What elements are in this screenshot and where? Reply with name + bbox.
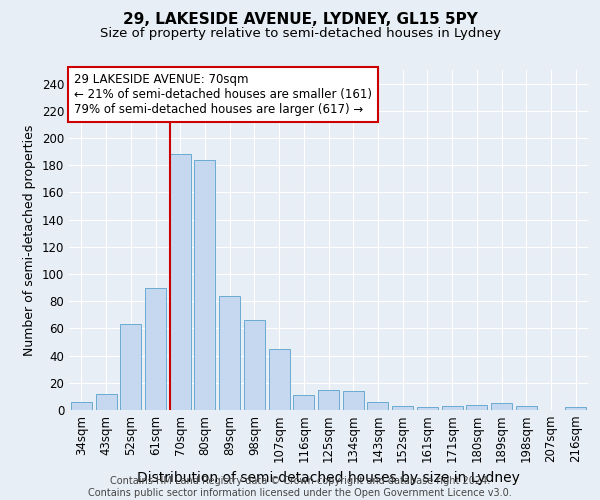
Bar [120, 324, 141, 410]
Y-axis label: Number of semi-detached properties: Number of semi-detached properties [23, 124, 36, 356]
X-axis label: Distribution of semi-detached houses by size in Lydney: Distribution of semi-detached houses by … [137, 471, 520, 485]
Bar [145, 288, 166, 410]
Bar [170, 154, 191, 410]
Bar [244, 320, 265, 410]
Bar [194, 160, 215, 410]
Bar [367, 402, 388, 410]
Bar [442, 406, 463, 410]
Bar [343, 391, 364, 410]
Bar [417, 408, 438, 410]
Text: Size of property relative to semi-detached houses in Lydney: Size of property relative to semi-detach… [100, 28, 500, 40]
Bar [219, 296, 240, 410]
Text: Contains HM Land Registry data © Crown copyright and database right 2024.
Contai: Contains HM Land Registry data © Crown c… [88, 476, 512, 498]
Bar [565, 408, 586, 410]
Bar [392, 406, 413, 410]
Bar [269, 349, 290, 410]
Bar [318, 390, 339, 410]
Text: 29 LAKESIDE AVENUE: 70sqm
← 21% of semi-detached houses are smaller (161)
79% of: 29 LAKESIDE AVENUE: 70sqm ← 21% of semi-… [74, 74, 372, 116]
Text: 29, LAKESIDE AVENUE, LYDNEY, GL15 5PY: 29, LAKESIDE AVENUE, LYDNEY, GL15 5PY [122, 12, 478, 28]
Bar [95, 394, 116, 410]
Bar [466, 404, 487, 410]
Bar [293, 395, 314, 410]
Bar [516, 406, 537, 410]
Bar [491, 403, 512, 410]
Bar [71, 402, 92, 410]
